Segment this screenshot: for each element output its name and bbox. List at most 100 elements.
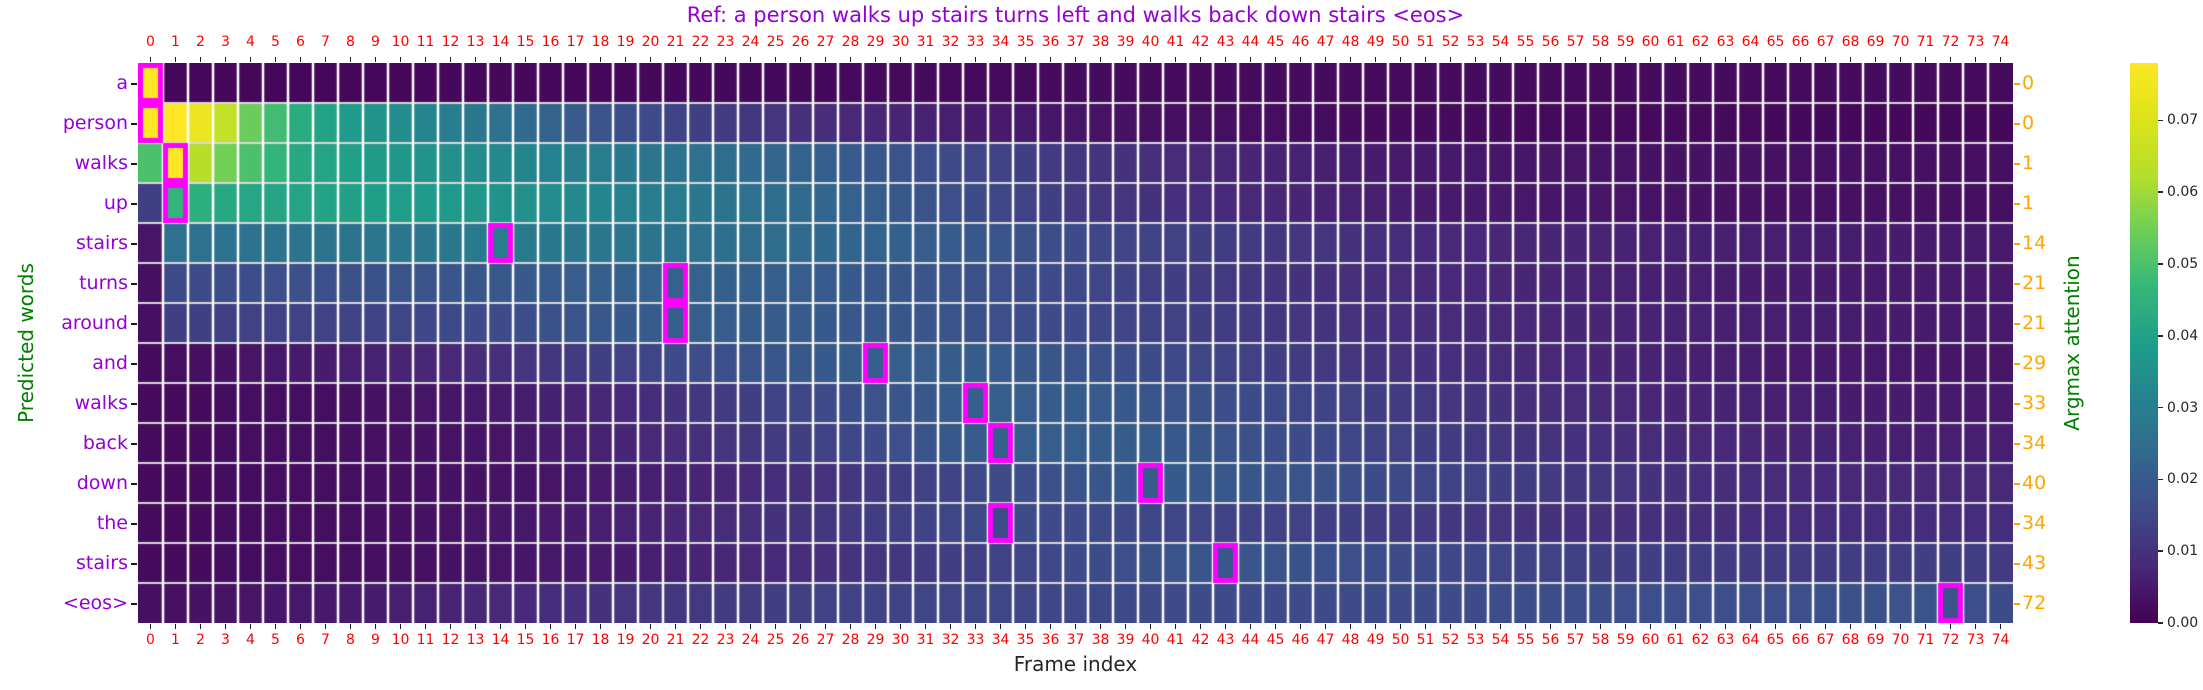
frame-tick-label: 63	[1716, 34, 1735, 50]
frame-tick-mark	[750, 624, 751, 629]
frame-tick-label: 61	[1666, 34, 1685, 50]
argmax-value-label: 1	[2022, 152, 2035, 174]
frame-tick-label: 9	[371, 632, 380, 648]
frame-tick-label: 14	[491, 632, 510, 648]
frame-tick-label: 5	[271, 632, 280, 648]
frame-tick-mark	[1650, 624, 1651, 629]
frame-tick-mark	[925, 57, 926, 62]
frame-tick-mark	[1975, 624, 1976, 629]
frame-tick-mark	[1175, 57, 1176, 62]
frame-tick-mark	[1875, 624, 1876, 629]
frame-tick-mark	[1750, 624, 1751, 629]
frame-tick-label: 1	[171, 34, 180, 50]
frame-tick-mark	[1150, 57, 1151, 62]
frame-tick-mark	[650, 624, 651, 629]
frame-tick-mark	[1750, 57, 1751, 62]
predicted-word-label: stairs	[76, 552, 128, 574]
frame-tick-label: 44	[1241, 632, 1260, 648]
frame-tick-label: 27	[816, 632, 835, 648]
frame-tick-mark	[950, 57, 951, 62]
frame-tick-label: 55	[1516, 632, 1535, 648]
frame-tick-label: 40	[1141, 34, 1160, 50]
frame-tick-mark	[1550, 57, 1551, 62]
frame-tick-label: 58	[1591, 632, 1610, 648]
frame-tick-label: 25	[766, 34, 785, 50]
frame-tick-mark	[1900, 57, 1901, 62]
frame-tick-mark	[1075, 57, 1076, 62]
frame-tick-mark	[1350, 57, 1351, 62]
frame-tick-mark	[1875, 57, 1876, 62]
colorbar-tick-mark	[2158, 478, 2163, 481]
frame-tick-mark	[900, 624, 901, 629]
frame-tick-mark	[1225, 624, 1226, 629]
frame-tick-label: 54	[1491, 632, 1510, 648]
frame-tick-mark	[175, 57, 176, 62]
predicted-word-label: down	[76, 472, 128, 494]
frame-tick-label: 24	[741, 34, 760, 50]
frame-tick-mark	[1200, 57, 1201, 62]
argmax-value-label: 0	[2022, 72, 2035, 94]
frame-tick-mark	[1550, 624, 1551, 629]
frame-tick-label: 13	[466, 34, 485, 50]
frame-tick-mark	[675, 624, 676, 629]
frame-tick-label: 11	[416, 632, 435, 648]
predicted-word-label: the	[96, 512, 128, 534]
frame-tick-mark	[775, 624, 776, 629]
frame-tick-label: 37	[1066, 34, 1085, 50]
frame-tick-label: 74	[1991, 34, 2010, 50]
frame-tick-label: 24	[741, 632, 760, 648]
frame-tick-mark	[1100, 624, 1101, 629]
frame-tick-label: 51	[1416, 34, 1435, 50]
frame-tick-mark	[1800, 624, 1801, 629]
frame-tick-label: 58	[1591, 34, 1610, 50]
frame-tick-label: 21	[666, 34, 685, 50]
frame-tick-mark	[375, 57, 376, 62]
argmax-value-label: 29	[2022, 352, 2047, 374]
word-tick-mark	[131, 203, 137, 205]
word-tick-mark	[131, 283, 137, 285]
frame-tick-mark	[575, 624, 576, 629]
frame-tick-label: 27	[816, 34, 835, 50]
frame-tick-label: 59	[1616, 632, 1635, 648]
frame-tick-label: 10	[391, 632, 410, 648]
frame-tick-mark	[850, 57, 851, 62]
frame-tick-label: 20	[641, 34, 660, 50]
frame-tick-label: 22	[691, 632, 710, 648]
figure-title: Ref: a person walks up stairs turns left…	[686, 3, 1465, 27]
predicted-word-label: a	[116, 72, 128, 94]
frame-tick-label: 18	[591, 34, 610, 50]
colorbar-tick-label: 0.07	[2167, 112, 2199, 129]
frame-tick-mark	[1275, 624, 1276, 629]
word-tick-mark	[131, 403, 137, 405]
frame-tick-label: 71	[1916, 34, 1935, 50]
frame-tick-label: 42	[1191, 34, 1210, 50]
frame-tick-mark	[1425, 57, 1426, 62]
frame-tick-mark	[1450, 57, 1451, 62]
frame-tick-label: 62	[1691, 34, 1710, 50]
frame-tick-label: 52	[1441, 34, 1460, 50]
frame-tick-mark	[1125, 57, 1126, 62]
argmax-tick-mark	[2014, 283, 2020, 285]
frame-tick-mark	[1950, 624, 1951, 629]
frame-tick-mark	[875, 57, 876, 62]
frame-tick-mark	[400, 57, 401, 62]
frame-tick-label: 19	[616, 632, 635, 648]
frame-tick-label: 65	[1766, 632, 1785, 648]
frame-tick-mark	[1775, 57, 1776, 62]
frame-tick-mark	[500, 624, 501, 629]
frame-tick-label: 9	[371, 34, 380, 50]
frame-tick-label: 28	[841, 34, 860, 50]
frame-tick-label: 64	[1741, 34, 1760, 50]
frame-tick-mark	[1375, 57, 1376, 62]
colorbar-tick-mark	[2158, 263, 2163, 265]
frame-tick-mark	[1475, 57, 1476, 62]
word-tick-mark	[131, 163, 137, 165]
colorbar-tick-label: 0.02	[2167, 471, 2199, 488]
frame-tick-label: 22	[691, 34, 710, 50]
frame-tick-mark	[700, 624, 701, 629]
frame-tick-mark	[1950, 57, 1951, 62]
frame-tick-mark	[900, 57, 901, 62]
frame-tick-label: 29	[866, 632, 885, 648]
frame-tick-label: 16	[541, 632, 560, 648]
frame-tick-mark	[1650, 57, 1651, 62]
